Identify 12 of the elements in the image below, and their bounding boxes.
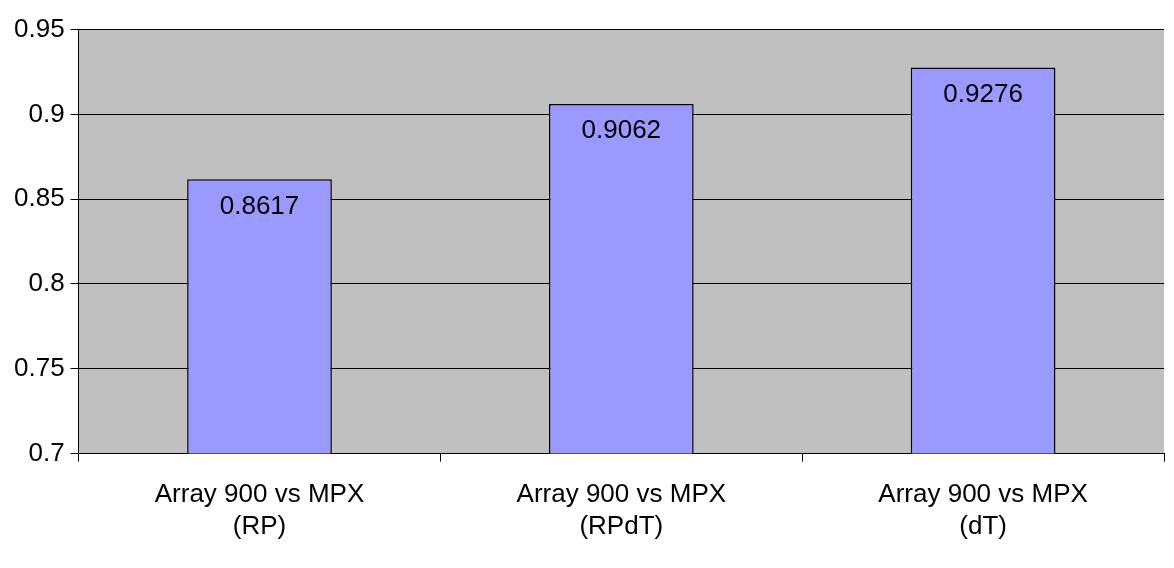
data-label: 0.9062	[581, 114, 662, 145]
x-tick-label: Array 900 vs MPX (RP)	[154, 478, 365, 540]
y-tick-label: 0.9	[28, 97, 65, 128]
y-tick-label: 0.95	[13, 12, 65, 43]
y-tick-label: 0.7	[28, 436, 65, 467]
data-label: 0.9276	[943, 77, 1023, 108]
x-tick-label: Array 900 vs MPX (dT)	[878, 478, 1088, 540]
y-tick-label: 0.8	[28, 267, 65, 298]
x-tick-label: Array 900 vs MPX (RPdT)	[516, 478, 727, 540]
data-label: 0.8617	[219, 189, 300, 220]
y-tick-label: 0.75	[13, 351, 65, 382]
y-tick-label: 0.85	[13, 182, 65, 213]
